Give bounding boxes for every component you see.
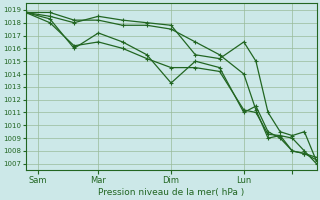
X-axis label: Pression niveau de la mer( hPa ): Pression niveau de la mer( hPa ) [98, 188, 244, 197]
